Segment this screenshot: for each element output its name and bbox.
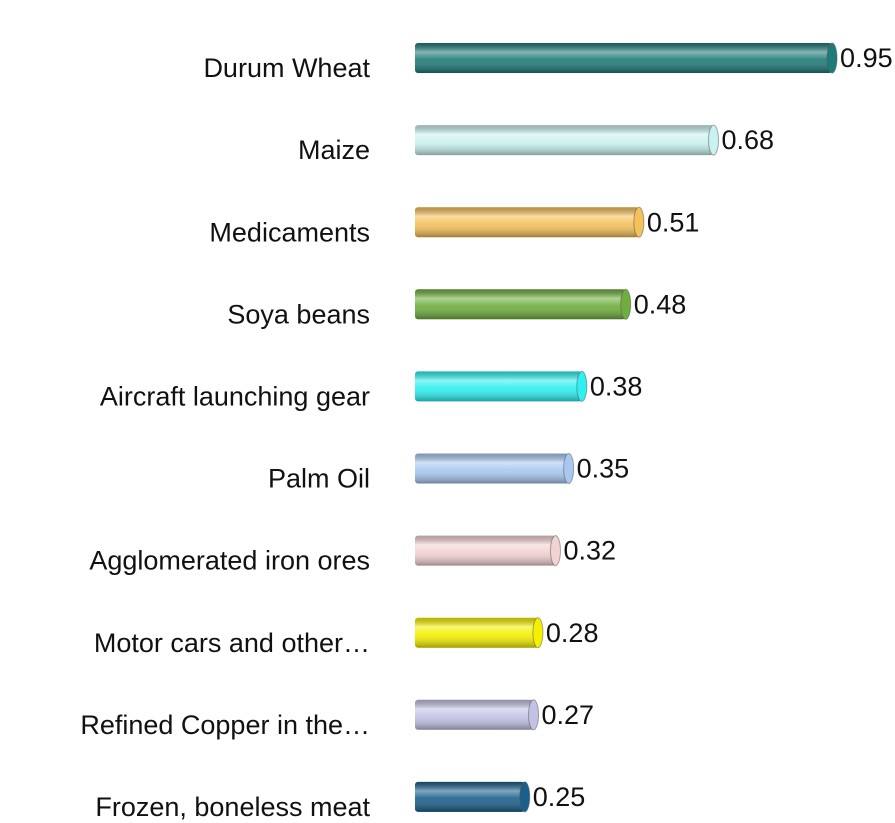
bar-cap [549, 535, 561, 567]
bar-shine [415, 371, 582, 402]
bar-cap [563, 453, 575, 484]
bar-shine [415, 699, 534, 730]
value-label: 0.68 [722, 125, 775, 155]
category-label: Aircraft launching gear [100, 382, 370, 412]
bar-shine [415, 453, 569, 484]
category-label: Durum Wheat [203, 53, 370, 83]
value-label: 0.25 [533, 782, 586, 812]
bar-shine [415, 43, 833, 73]
bar-shine [415, 535, 556, 566]
value-label: 0.95 [840, 43, 893, 73]
bar-shine [415, 207, 639, 238]
bar-shine [415, 781, 525, 812]
bar-cap [528, 699, 540, 731]
bar-cap [532, 617, 544, 649]
bar-shine [415, 125, 714, 156]
category-label: Refined Copper in the… [80, 710, 370, 740]
value-label: 0.38 [590, 372, 643, 402]
category-label: Soya beans [227, 299, 370, 329]
category-label: Maize [298, 135, 370, 165]
value-label: 0.27 [542, 700, 595, 730]
bar-cap [826, 42, 838, 74]
bar-cap [620, 288, 632, 320]
value-label: 0.32 [563, 536, 616, 566]
category-label: Palm Oil [268, 464, 370, 494]
bar-cap [708, 124, 720, 156]
bar-shine [415, 289, 626, 320]
category-label: Medicaments [209, 217, 370, 247]
bar-cap [576, 370, 588, 402]
category-label: Frozen, boneless meat [95, 792, 370, 822]
value-label: 0.48 [634, 289, 687, 319]
category-label: Agglomerated iron ores [89, 546, 370, 576]
bar-shine [415, 617, 538, 648]
value-label: 0.35 [577, 454, 630, 484]
bar-cap [633, 206, 645, 238]
bar-cap [519, 781, 531, 813]
value-label: 0.28 [546, 618, 599, 648]
category-label: Motor cars and other… [94, 628, 370, 658]
value-label: 0.51 [647, 207, 700, 237]
